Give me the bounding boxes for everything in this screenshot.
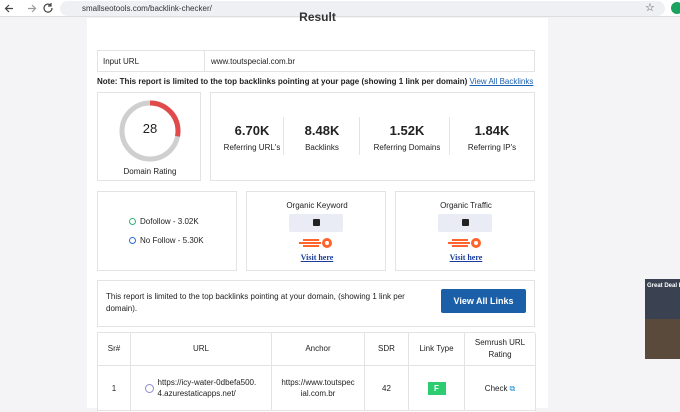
stat-label: Referring URL's (223, 143, 281, 152)
organic-title: Organic Keyword (286, 201, 348, 210)
header-text: SDR (378, 344, 395, 353)
backlinks-table: Sr# URL Anchor SDR Link Type Semrush URL Rati… (97, 332, 536, 412)
stats-box: 6.70K Referring URL's 8.48K Backlinks 1.52K R… (210, 92, 535, 181)
visit-link[interactable]: Visit here (449, 253, 483, 262)
header-text: URL (192, 344, 209, 353)
table-cell: Check ⧉ (465, 366, 536, 411)
table-cell: F (409, 366, 465, 411)
stat-value: 6.70K (234, 123, 270, 138)
bookmark-star[interactable]: ☆ (645, 2, 655, 14)
dofollow: Dofollow - 3.02K (129, 217, 199, 226)
organic-box: Organic Keyword Visit here (246, 191, 386, 271)
rating-gauge (119, 100, 181, 162)
stat-value: 8.48K (304, 123, 340, 138)
view-all-backlinks-link[interactable]: View All Backlinks (469, 77, 534, 86)
semrush-logo (446, 236, 484, 248)
header-text: Semrush URL Rating (474, 338, 526, 359)
stat-label: Referring IP's (467, 143, 517, 152)
organic-title: Organic Traffic (440, 201, 492, 210)
table-header: Semrush URL Rating (465, 333, 536, 366)
table-header: Anchor (272, 333, 365, 366)
dofollow-text: Dofollow - 3.02K (140, 217, 199, 226)
rating-label: Domain Rating (123, 167, 177, 176)
stat-label: Referring Domains (373, 143, 441, 152)
table-cell: https://www.toutspecial.com.br (272, 366, 365, 411)
sdr-value: 42 (382, 383, 391, 393)
table-header: URL (131, 333, 272, 366)
table-cell: 1 (98, 366, 131, 411)
rating-value: 28 (142, 121, 158, 136)
banner: This report is limited to the top backli… (97, 280, 535, 327)
banner-text: This report is limited to the top backli… (106, 292, 405, 313)
external-icon: ⧉ (509, 383, 516, 393)
organic-box: Organic Traffic Visit here (395, 191, 535, 271)
stat-divider (359, 117, 360, 155)
stat-value: 1.52K (389, 123, 425, 138)
nav-icons (4, 3, 53, 13)
header-text: Link Type (419, 344, 454, 353)
result-title: Result (299, 10, 336, 24)
ad[interactable]: Great Deal by agoda (645, 279, 680, 359)
table-header: Link Type (409, 333, 465, 366)
lock-icon (462, 219, 469, 226)
url-text[interactable]: https://icy-water-0dbefa500.4.azurestati… (157, 378, 257, 398)
table-cell: https://icy-water-0dbefa500.4.azurestati… (131, 366, 272, 411)
follow-box: Dofollow - 3.02K No Follow - 5.30K (97, 191, 237, 271)
gauge-arc (119, 100, 181, 162)
nofollow-text: No Follow - 5.30K (140, 236, 204, 245)
input-label: Input URL (97, 50, 205, 72)
blurred-value (289, 214, 343, 232)
header-text: Anchor (305, 344, 331, 353)
lock-icon (313, 219, 320, 226)
table-header: Sr# (98, 333, 131, 366)
check-link[interactable]: Check (484, 383, 508, 393)
nofollow: No Follow - 5.30K (129, 236, 204, 245)
view-all-links-button[interactable]: View All Links (441, 289, 526, 313)
browser-bar: smallseotools.com/backlink-checker/ ☆ (0, 0, 680, 17)
input-value: www.toutspecial.com.br (204, 50, 535, 72)
address-bar[interactable]: smallseotools.com/backlink-checker/ (60, 1, 665, 16)
stat-label: Backlinks (305, 143, 339, 152)
ad-text: Great Deal by agoda (647, 283, 680, 289)
row-number: 1 (111, 383, 117, 393)
domain-rating-box: 28 Domain Rating (97, 92, 201, 181)
anchor-text: https://www.toutspecial.com.br (281, 378, 355, 398)
table-header: SDR (365, 333, 409, 366)
url: smallseotools.com/backlink-checker/ (82, 4, 212, 13)
note-text: Note: This report is limited to the top … (97, 77, 468, 86)
stat-value: 1.84K (474, 123, 510, 138)
stat-divider (283, 117, 284, 155)
globe-icon (144, 383, 154, 393)
visit-link[interactable]: Visit here (300, 253, 334, 262)
extension-icon[interactable] (671, 2, 680, 14)
table-cell: 42 (365, 366, 409, 411)
note: Note: This report is limited to the top … (97, 77, 547, 86)
header-text: Sr# (107, 344, 121, 353)
semrush-logo (297, 236, 335, 248)
blurred-value (438, 214, 492, 232)
stat-divider (449, 117, 450, 155)
link-type-badge: F (427, 381, 446, 395)
